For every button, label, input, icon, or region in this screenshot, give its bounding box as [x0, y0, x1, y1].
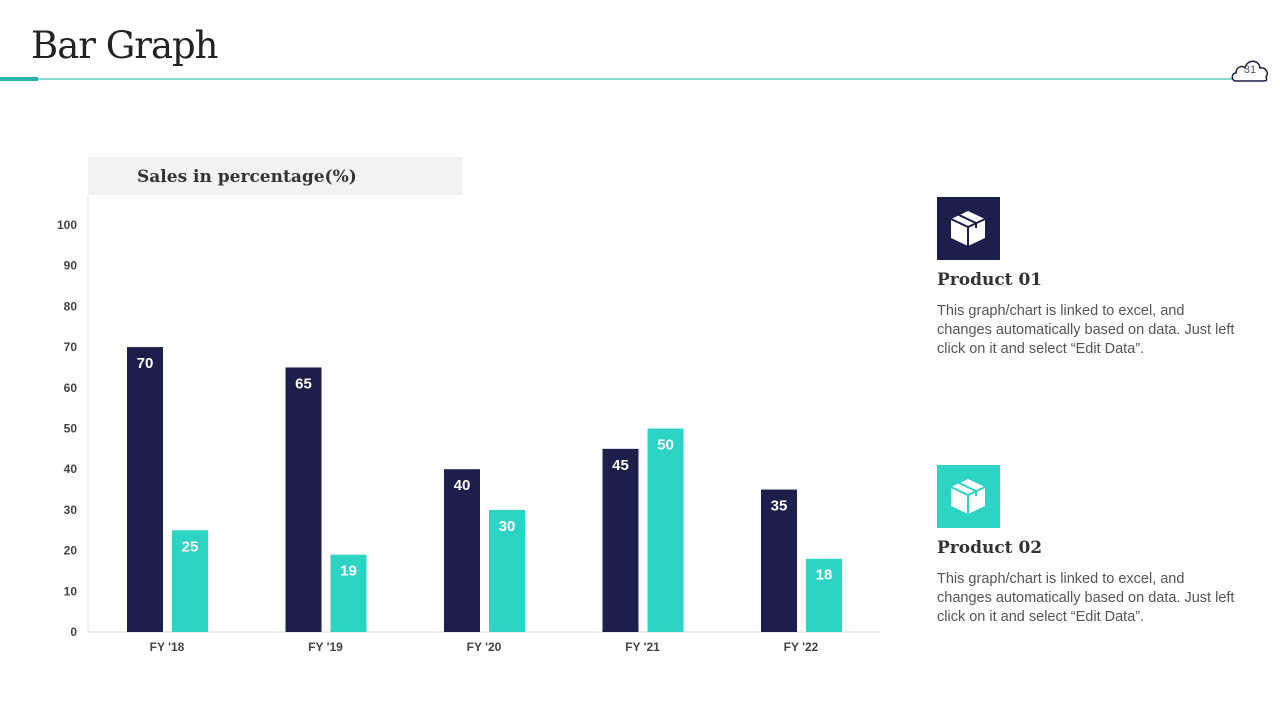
data-label: 30 — [499, 518, 516, 535]
y-tick-label: 100 — [57, 218, 77, 232]
y-tick-label: 20 — [64, 544, 78, 558]
y-tick-label: 50 — [64, 422, 78, 436]
box-icon — [950, 211, 986, 246]
y-tick-label: 0 — [70, 625, 77, 639]
data-label: 19 — [340, 563, 357, 580]
product-01-description: This graph/chart is linked to excel, and… — [937, 303, 1235, 357]
x-tick-label: FY '18 — [150, 640, 185, 654]
page-number-badge: 31 — [1230, 56, 1270, 84]
data-label: 40 — [454, 477, 471, 494]
data-label: 50 — [657, 437, 674, 454]
bar-2 — [806, 558, 842, 632]
y-tick-label: 10 — [64, 584, 78, 598]
bar-1 — [127, 347, 163, 632]
bar-1 — [444, 469, 480, 632]
x-tick-label: FY '20 — [467, 640, 502, 654]
y-tick-label: 90 — [64, 259, 78, 273]
chart-title: Sales in percentage(%) — [137, 167, 357, 187]
product-01-title: Product 01 — [937, 270, 1043, 290]
bar-2 — [330, 554, 367, 632]
y-tick-label: 40 — [64, 462, 78, 476]
data-label: 45 — [612, 457, 629, 474]
cloud-icon — [1231, 60, 1268, 82]
y-tick-label: 80 — [64, 299, 78, 313]
y-tick-label: 60 — [64, 381, 78, 395]
data-label: 65 — [295, 375, 312, 392]
product-01-icon-box — [937, 197, 1000, 260]
page-number: 31 — [1243, 64, 1257, 76]
data-label: 70 — [137, 355, 154, 372]
page-title: Bar Graph — [31, 24, 219, 67]
product-02-description: This graph/chart is linked to excel, and… — [937, 571, 1235, 625]
y-tick-label: 70 — [64, 340, 78, 354]
x-tick-label: FY '22 — [784, 640, 819, 654]
data-label: 35 — [771, 498, 788, 515]
title-divider — [0, 78, 1240, 80]
y-tick-label: 30 — [64, 503, 78, 517]
bar-2 — [172, 530, 208, 632]
bar-2 — [647, 428, 684, 632]
x-tick-label: FY '19 — [308, 640, 343, 654]
box-icon — [950, 479, 986, 514]
data-label: 18 — [816, 567, 833, 584]
bar-1 — [761, 489, 797, 632]
bar-1 — [285, 367, 322, 632]
x-tick-label: FY '21 — [625, 640, 660, 654]
data-label: 25 — [182, 538, 199, 555]
product-02-icon-box — [937, 465, 1000, 528]
bar-2 — [489, 509, 525, 632]
bar-1 — [602, 448, 639, 632]
product-02-title: Product 02 — [937, 538, 1043, 558]
title-divider-accent — [0, 77, 38, 81]
chart-title-band — [88, 157, 462, 195]
